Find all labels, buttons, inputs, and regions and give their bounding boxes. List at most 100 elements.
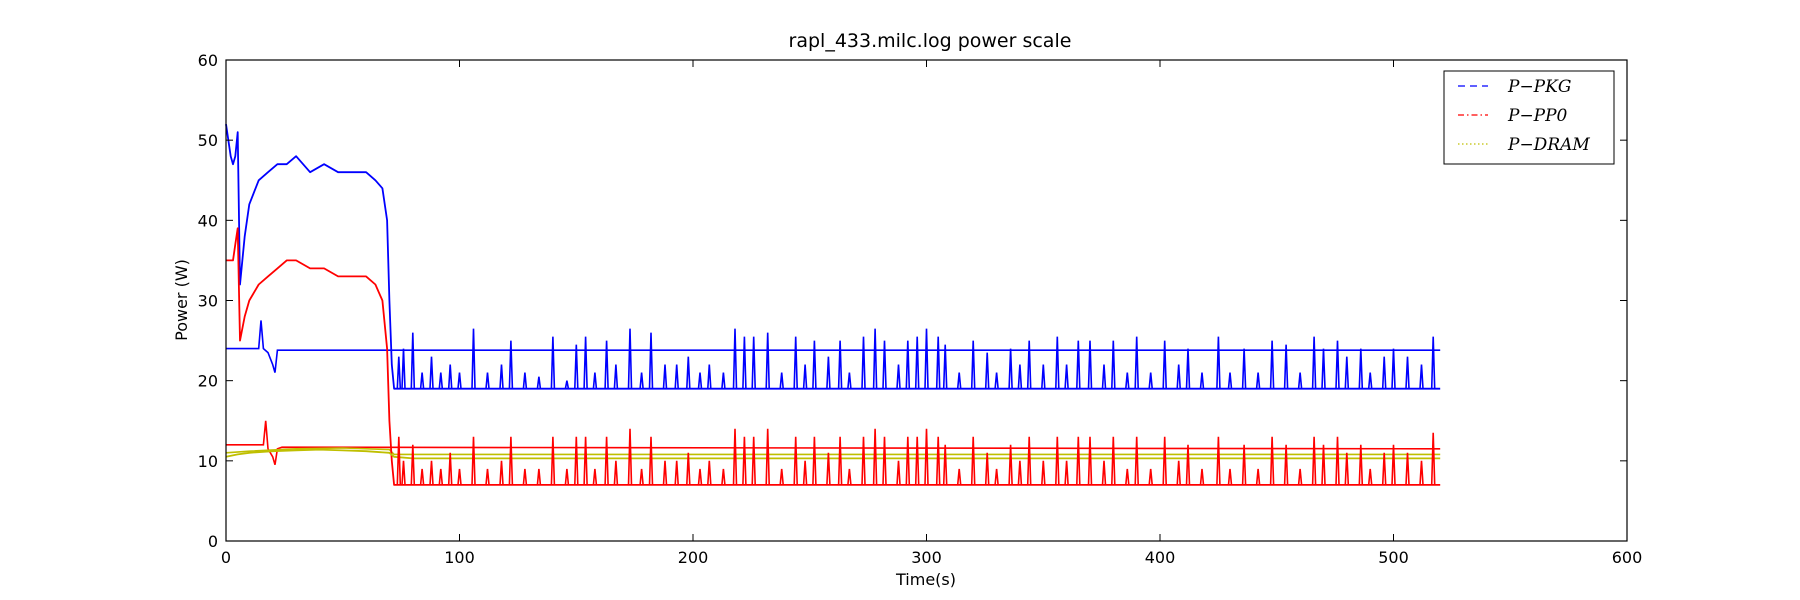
spike-0-68 xyxy=(1176,364,1181,389)
y-tick-label-4: 40 xyxy=(198,211,218,230)
spike-0-7 xyxy=(457,372,462,389)
spike-1-14 xyxy=(550,436,556,485)
spike-0-82 xyxy=(1358,348,1364,389)
series-layer xyxy=(225,123,1441,486)
spike-0-28 xyxy=(707,364,712,389)
spike-0-1 xyxy=(401,348,406,389)
spike-0-69 xyxy=(1185,348,1191,389)
spike-1-34 xyxy=(779,468,784,485)
spike-1-65 xyxy=(1134,436,1139,485)
spike-0-30 xyxy=(732,328,738,389)
spike-1-51 xyxy=(970,436,976,485)
legend-label-pkg: P−PKG xyxy=(1507,77,1571,97)
spike-1-76 xyxy=(1283,444,1289,485)
spike-0-86 xyxy=(1405,356,1410,389)
spike-1-79 xyxy=(1321,444,1326,485)
spike-1-60 xyxy=(1076,436,1081,485)
spike-0-18 xyxy=(592,372,598,389)
spike-0-17 xyxy=(583,336,588,389)
spike-1-7 xyxy=(457,468,462,485)
spike-1-29 xyxy=(721,468,726,485)
spike-0-14 xyxy=(550,336,556,389)
spike-0-77 xyxy=(1297,372,1303,389)
spike-1-57 xyxy=(1041,460,1046,485)
spike-1-46 xyxy=(914,436,920,485)
spike-0-39 xyxy=(837,340,843,389)
spike-0-12 xyxy=(522,372,528,389)
x-tick-label-0: 0 xyxy=(221,548,231,567)
spike-0-71 xyxy=(1216,336,1221,389)
spike-0-34 xyxy=(779,372,784,389)
spike-0-20 xyxy=(613,364,619,389)
spike-1-33 xyxy=(765,428,770,485)
spike-0-33 xyxy=(765,332,770,389)
spike-1-58 xyxy=(1055,436,1060,485)
spike-1-53 xyxy=(994,468,999,485)
spike-1-4 xyxy=(429,460,434,485)
spike-0-73 xyxy=(1241,348,1247,389)
spike-1-59 xyxy=(1064,460,1069,485)
spike-1-23 xyxy=(648,436,654,485)
spike-0-64 xyxy=(1125,372,1130,389)
spike-1-72 xyxy=(1227,468,1233,485)
spike-0-36 xyxy=(802,364,808,389)
spike-0-24 xyxy=(662,364,668,389)
x-tick-label-5: 500 xyxy=(1378,548,1409,567)
spike-1-18 xyxy=(592,468,598,485)
spike-0-79 xyxy=(1321,348,1326,389)
spike-0-61 xyxy=(1087,340,1093,389)
legend: P−PKG P−PP0 P−DRAM xyxy=(1443,70,1615,165)
chart-title: rapl_433.milc.log power scale xyxy=(789,30,1072,52)
spike-0-13 xyxy=(536,376,542,389)
spike-0-31 xyxy=(742,336,747,389)
spike-0-45 xyxy=(905,340,911,389)
spike-1-85 xyxy=(1391,444,1396,485)
spike-0-78 xyxy=(1311,336,1317,389)
series-line-p-dram xyxy=(225,448,1441,460)
spike-0-32 xyxy=(751,336,756,389)
spike-1-36 xyxy=(802,460,808,485)
spike-0-74 xyxy=(1255,372,1261,389)
x-tick-label-4: 400 xyxy=(1145,548,1176,567)
spike-0-19 xyxy=(604,340,609,389)
spike-1-67 xyxy=(1162,436,1167,485)
spike-0-76 xyxy=(1283,344,1289,389)
spike-1-61 xyxy=(1087,436,1093,485)
spike-1-3 xyxy=(419,468,425,485)
spike-0-42 xyxy=(872,328,878,389)
spike-0-8 xyxy=(471,328,476,389)
spike-0-10 xyxy=(499,364,504,389)
spike-1-1 xyxy=(401,460,406,485)
spike-0-6 xyxy=(447,364,453,389)
spike-1-30 xyxy=(732,428,738,485)
spike-1-50 xyxy=(956,468,962,485)
y-tick-label-6: 60 xyxy=(198,51,218,70)
spike-1-10 xyxy=(499,460,504,485)
spike-1-55 xyxy=(1017,460,1023,485)
spike-1-5 xyxy=(438,468,444,485)
spike-1-70 xyxy=(1199,468,1205,485)
spike-1-84 xyxy=(1381,452,1387,485)
x-tick-label-6: 600 xyxy=(1612,548,1643,567)
spike-0-25 xyxy=(674,364,679,389)
spike-0-16 xyxy=(574,344,579,389)
spike-0-11 xyxy=(508,340,514,389)
spike-0-22 xyxy=(639,372,644,389)
spike-1-82 xyxy=(1358,444,1364,485)
spike-0-83 xyxy=(1367,372,1373,389)
spike-1-12 xyxy=(522,468,528,485)
spike-1-48 xyxy=(935,436,941,485)
spike-1-32 xyxy=(751,436,756,485)
spike-0-60 xyxy=(1076,340,1081,389)
spike-1-24 xyxy=(662,460,668,485)
series-line-p-pp0 xyxy=(226,227,1441,486)
spike-0-27 xyxy=(697,372,703,389)
spike-1-69 xyxy=(1185,444,1191,485)
spike-0-63 xyxy=(1111,340,1116,389)
spike-1-68 xyxy=(1176,460,1181,485)
spike-0-58 xyxy=(1055,336,1060,389)
spike-1-17 xyxy=(583,436,588,485)
spike-1-86 xyxy=(1405,452,1410,485)
spike-0-57 xyxy=(1041,364,1046,389)
